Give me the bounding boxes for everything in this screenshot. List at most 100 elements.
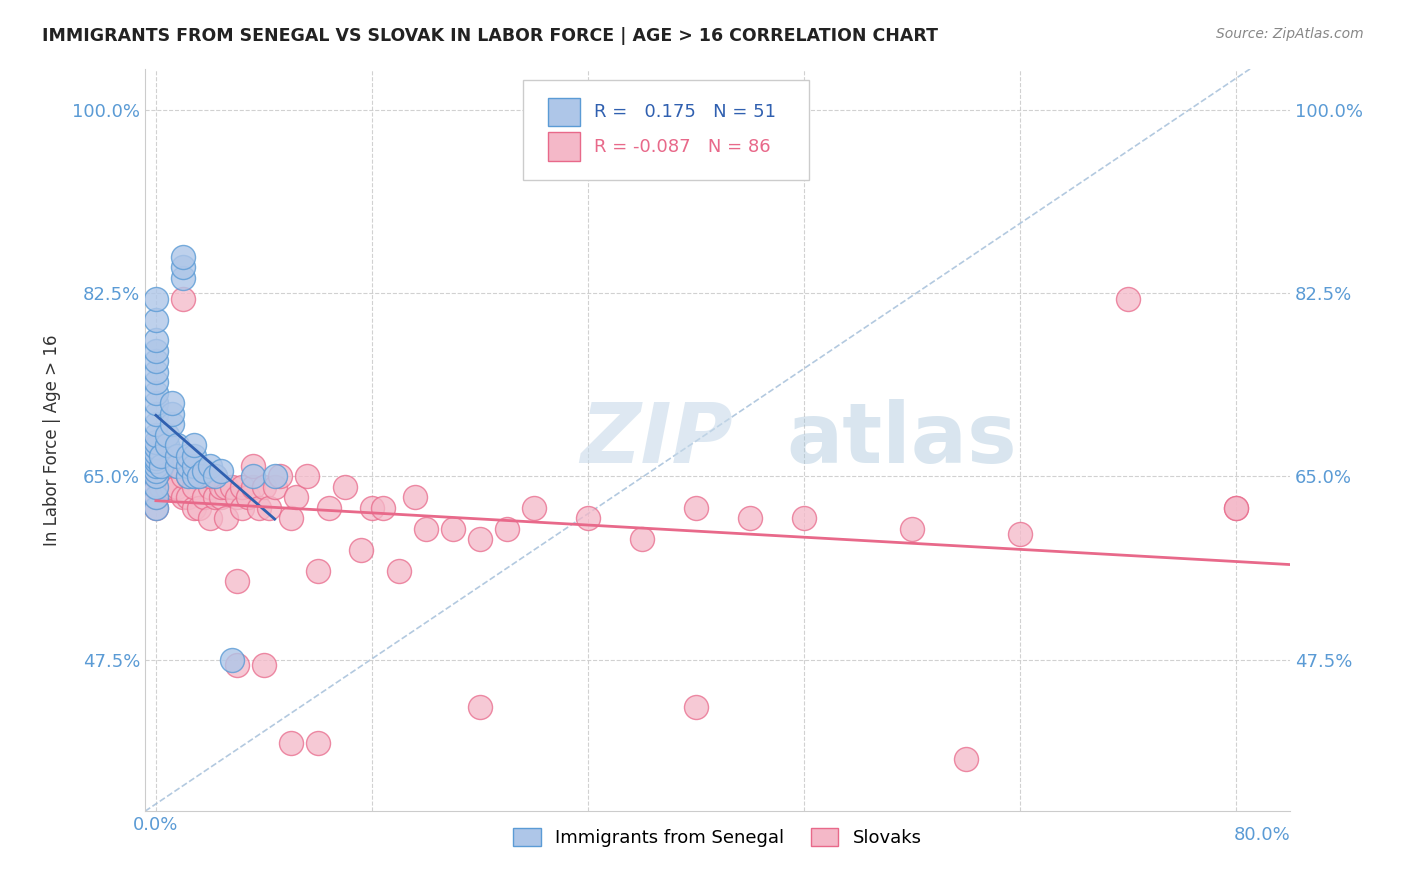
Point — [145, 450, 167, 465]
Point — [415, 522, 437, 536]
Point — [172, 292, 194, 306]
Point — [295, 469, 318, 483]
Text: atlas: atlas — [786, 400, 1017, 481]
Point — [172, 250, 194, 264]
Point — [145, 407, 167, 421]
Point — [145, 376, 167, 390]
Point — [183, 458, 205, 473]
Point — [172, 260, 194, 275]
Point — [145, 464, 167, 478]
Text: 80.0%: 80.0% — [1233, 826, 1291, 844]
Point — [145, 354, 167, 368]
Point — [145, 417, 167, 432]
Point — [166, 449, 188, 463]
Text: IMMIGRANTS FROM SENEGAL VS SLOVAK IN LABOR FORCE | AGE > 16 CORRELATION CHART: IMMIGRANTS FROM SENEGAL VS SLOVAK IN LAB… — [42, 27, 938, 45]
Point — [183, 469, 205, 483]
Point — [576, 511, 599, 525]
Point — [145, 396, 167, 410]
Point — [350, 542, 373, 557]
Point — [166, 480, 188, 494]
Point — [253, 657, 276, 672]
Point — [1225, 500, 1247, 515]
Point — [269, 469, 291, 483]
Point — [172, 270, 194, 285]
Point — [145, 480, 167, 494]
Point — [215, 480, 238, 494]
Point — [198, 511, 221, 525]
Point — [685, 500, 707, 515]
Point — [307, 564, 329, 578]
Point — [209, 491, 232, 505]
Point — [145, 454, 167, 468]
Point — [150, 480, 173, 494]
Point — [177, 458, 200, 473]
Point — [156, 427, 179, 442]
Point — [468, 533, 491, 547]
Point — [236, 491, 259, 505]
Point — [253, 480, 276, 494]
Point — [145, 491, 167, 505]
Text: R = -0.087   N = 86: R = -0.087 N = 86 — [593, 137, 770, 155]
Point — [150, 449, 173, 463]
Point — [280, 511, 302, 525]
Point — [209, 480, 232, 494]
Point — [156, 438, 179, 452]
Point — [225, 491, 247, 505]
Text: Source: ZipAtlas.com: Source: ZipAtlas.com — [1216, 27, 1364, 41]
Point — [231, 500, 253, 515]
Point — [160, 458, 183, 473]
Point — [160, 480, 183, 494]
Point — [198, 458, 221, 473]
Point — [177, 469, 200, 483]
Point — [145, 458, 167, 473]
Point — [738, 511, 761, 525]
Point — [145, 312, 167, 326]
Point — [145, 446, 167, 460]
Point — [145, 491, 167, 505]
Point — [172, 491, 194, 505]
Point — [188, 500, 211, 515]
Point — [901, 522, 924, 536]
Point — [145, 343, 167, 358]
Text: R =   0.175   N = 51: R = 0.175 N = 51 — [593, 103, 776, 121]
Point — [156, 458, 179, 473]
Point — [193, 469, 215, 483]
Point — [280, 736, 302, 750]
Point — [204, 491, 226, 505]
Point — [221, 480, 243, 494]
Point — [404, 491, 426, 505]
Point — [198, 469, 221, 483]
Point — [225, 657, 247, 672]
Point — [160, 407, 183, 421]
Point — [371, 500, 394, 515]
Point — [247, 500, 270, 515]
Point — [242, 480, 264, 494]
Point — [183, 449, 205, 463]
Point — [145, 440, 167, 454]
Point — [204, 469, 226, 483]
Legend: Immigrants from Senegal, Slovaks: Immigrants from Senegal, Slovaks — [506, 821, 929, 855]
Point — [231, 480, 253, 494]
Point — [685, 699, 707, 714]
Point — [145, 480, 167, 494]
Y-axis label: In Labor Force | Age > 16: In Labor Force | Age > 16 — [44, 334, 60, 546]
Point — [145, 334, 167, 348]
Point — [177, 449, 200, 463]
Point — [145, 365, 167, 379]
Point — [468, 699, 491, 714]
Point — [1225, 500, 1247, 515]
Point — [793, 511, 815, 525]
Point — [145, 458, 167, 473]
Point — [145, 469, 167, 483]
Point — [215, 511, 238, 525]
Point — [145, 469, 167, 483]
Point — [145, 385, 167, 400]
Point — [263, 480, 285, 494]
Point — [193, 491, 215, 505]
Point — [242, 469, 264, 483]
Point — [221, 652, 243, 666]
Point — [307, 736, 329, 750]
Point — [225, 574, 247, 588]
Point — [160, 396, 183, 410]
Point — [285, 491, 308, 505]
